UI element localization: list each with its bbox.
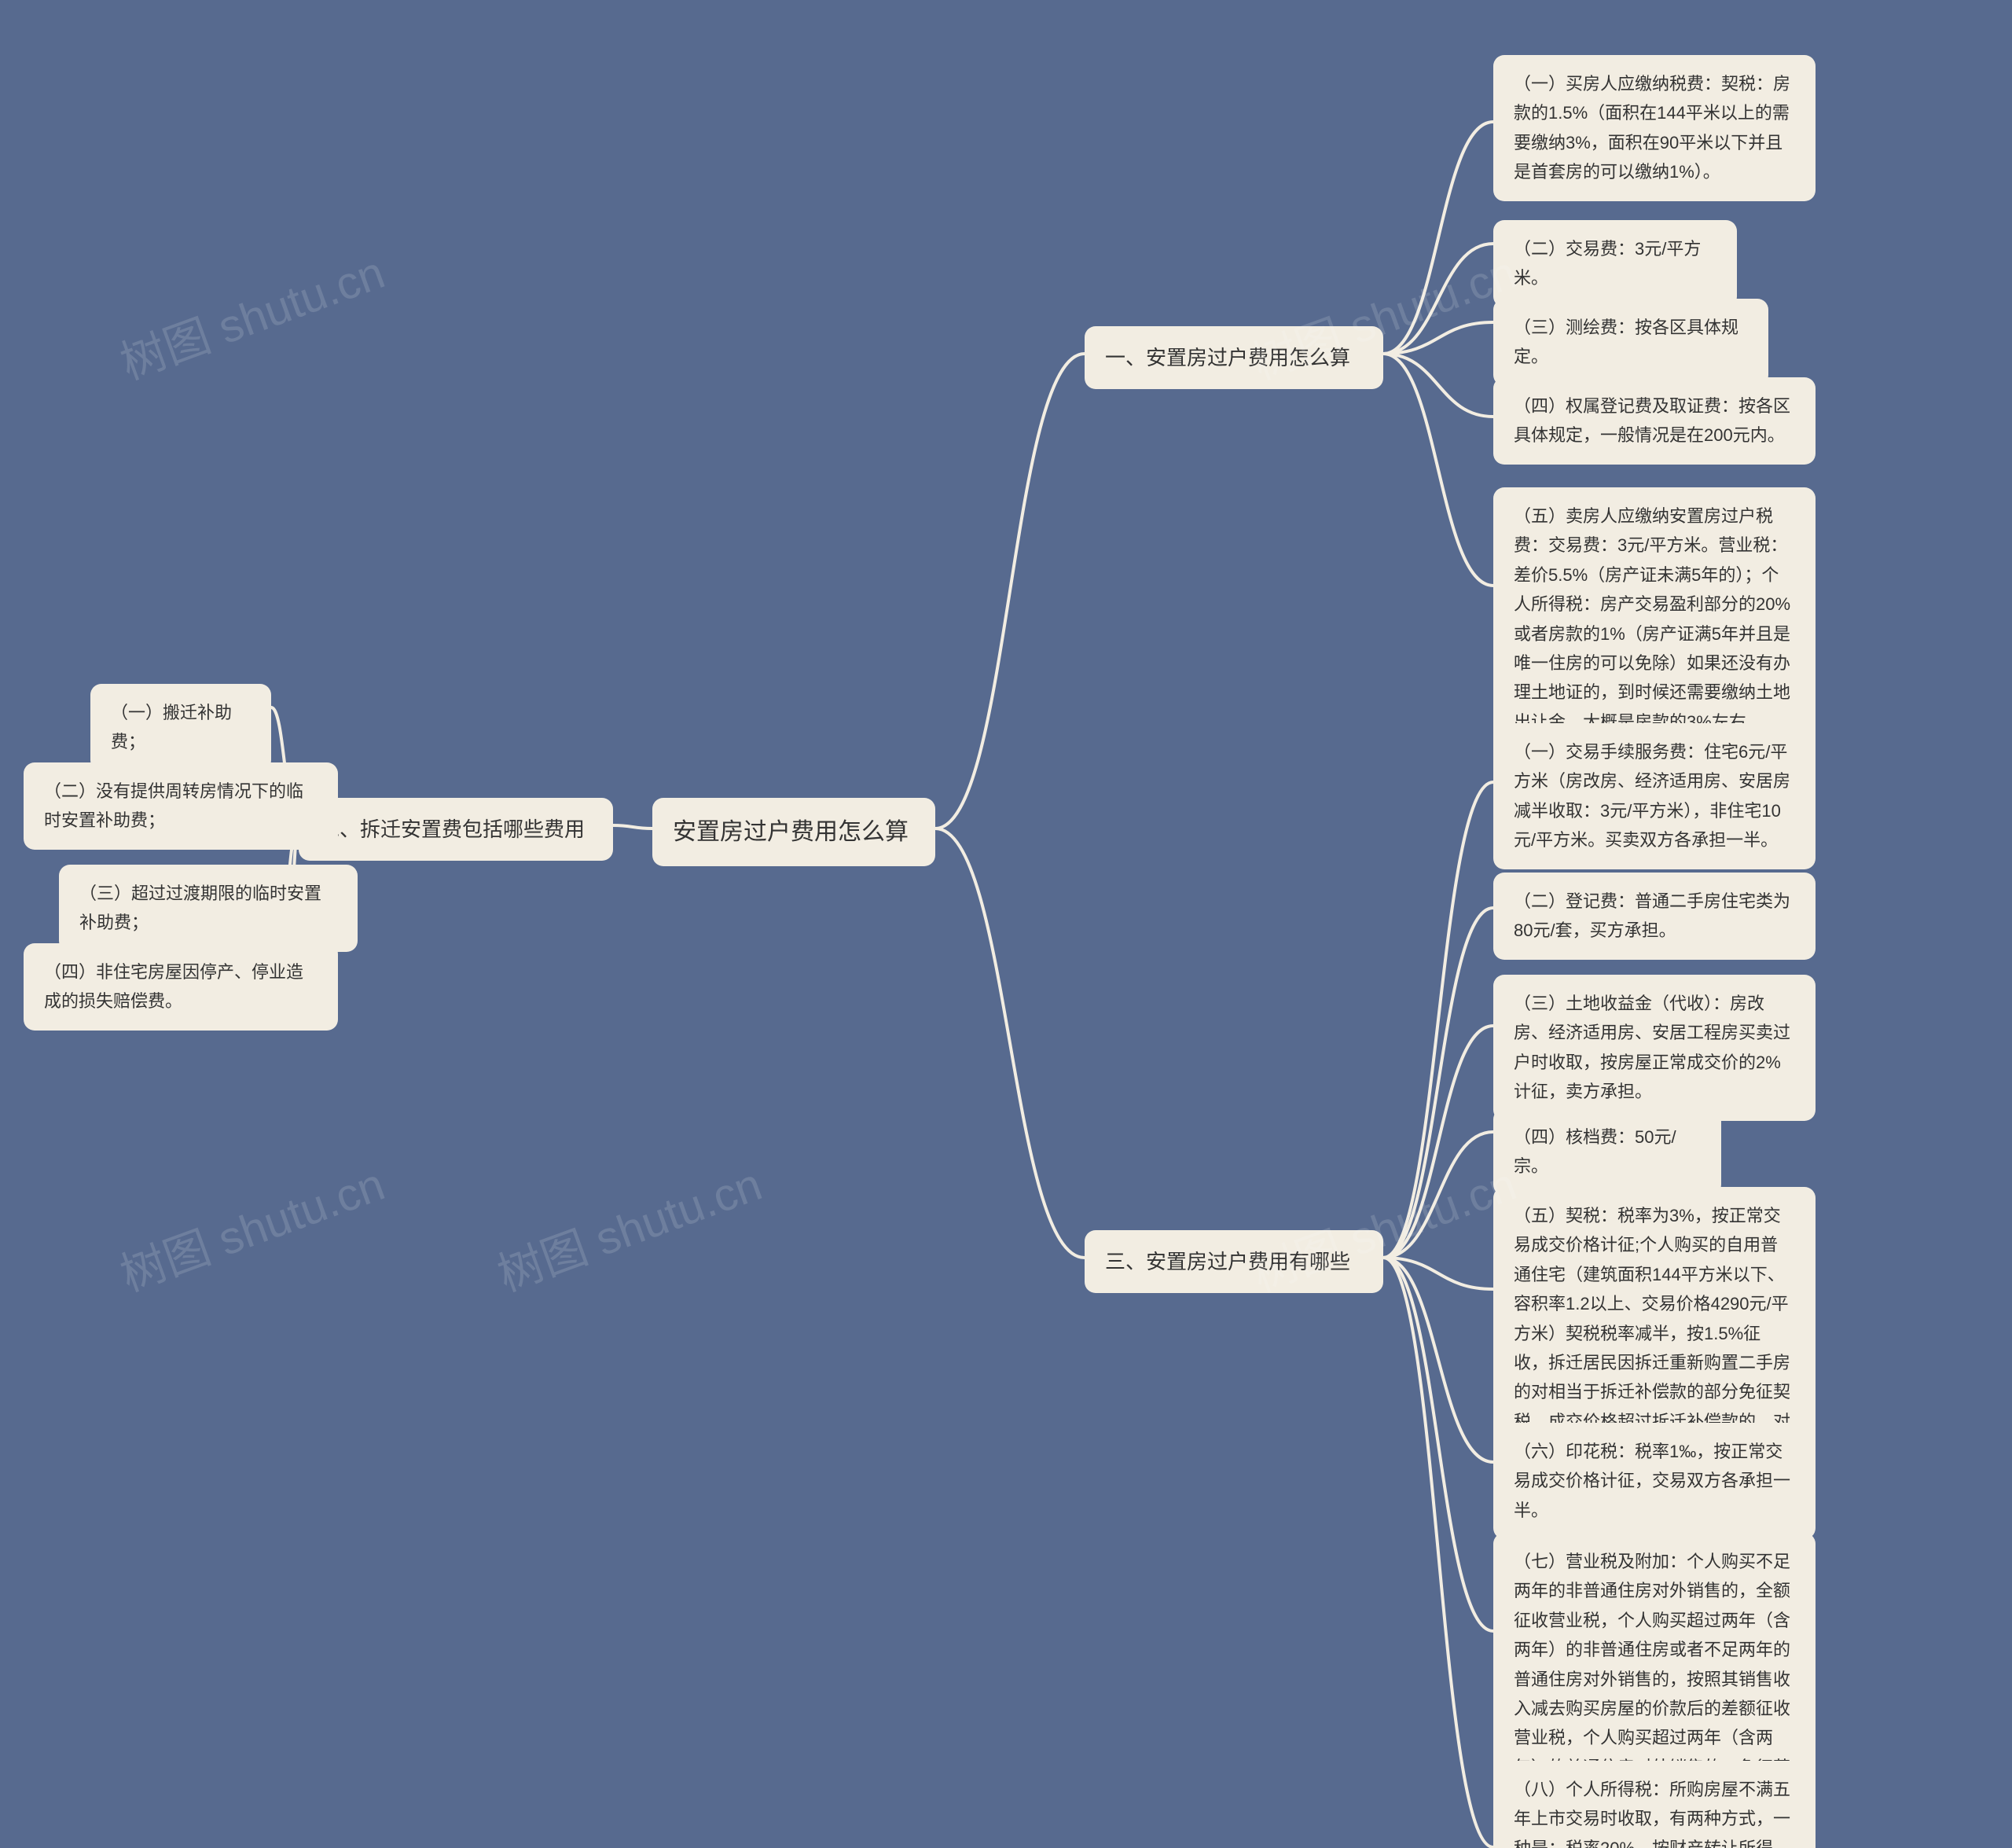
leaf-b1l3: （三）测绘费：按各区具体规定。 — [1493, 299, 1768, 386]
leaf-b2l3-label: （三）超过过渡期限的临时安置补助费； — [79, 879, 337, 938]
edge — [1383, 322, 1493, 354]
edge — [1383, 1258, 1493, 1289]
edge — [1383, 782, 1493, 1258]
edge — [1383, 1258, 1493, 1631]
leaf-b3l1: （一）交易手续服务费：住宅6元/平方米（房改房、经济适用房、安居房减半收取：3元… — [1493, 723, 1816, 869]
edge — [1383, 1258, 1493, 1847]
leaf-b2l4: （四）非住宅房屋因停产、停业造成的损失赔偿费。 — [24, 943, 338, 1031]
leaf-b1l5: （五）卖房人应缴纳安置房过户税费：交易费：3元/平方米。营业税：差价5.5%（房… — [1493, 487, 1816, 751]
watermark: 树图 shutu.cn — [110, 236, 392, 392]
mindmap-canvas: 安置房过户费用怎么算 一、安置房过户费用怎么算 （一）买房人应缴纳税费：契税：房款的… — [0, 0, 2012, 1848]
leaf-b1l5-label: （五）卖房人应缴纳安置房过户税费：交易费：3元/平方米。营业税：差价5.5%（房… — [1514, 501, 1795, 737]
leaf-b1l3-label: （三）测绘费：按各区具体规定。 — [1514, 313, 1748, 372]
leaf-b2l1-label: （一）搬迁补助费； — [111, 698, 251, 757]
leaf-b2l2: （二）没有提供周转房情况下的临时安置补助费； — [24, 762, 338, 850]
edge — [613, 825, 652, 828]
leaf-b3l3-label: （三）土地收益金（代收）：房改房、经济适用房、安居工程房买卖过户时收取，按房屋正… — [1514, 989, 1795, 1107]
leaf-b3l2: （二）登记费：普通二手房住宅类为80元/套，买方承担。 — [1493, 873, 1816, 960]
watermark: 树图 shutu.cn — [487, 1148, 769, 1304]
leaf-b1l4: （四）权属登记费及取证费：按各区具体规定，一般情况是在200元内。 — [1493, 377, 1816, 465]
edge — [1383, 1026, 1493, 1258]
leaf-b2l4-label: （四）非住宅房屋因停产、停业造成的损失赔偿费。 — [44, 957, 318, 1016]
root-node-label: 安置房过户费用怎么算 — [673, 812, 909, 852]
leaf-b3l4-label: （四）核档费：50元/宗。 — [1514, 1122, 1701, 1181]
leaf-b2l3: （三）超过过渡期限的临时安置补助费； — [59, 865, 358, 952]
branch-b2-label: 二、拆迁安置费包括哪些费用 — [319, 812, 585, 847]
edge — [1383, 1258, 1493, 1462]
branch-b3: 三、安置房过户费用有哪些 — [1085, 1230, 1383, 1293]
leaf-b3l6: （六）印花税：税率1‰，按正常交易成交价格计征，交易双方各承担一半。 — [1493, 1423, 1816, 1539]
edge — [1383, 354, 1493, 417]
root-node: 安置房过户费用怎么算 — [652, 798, 935, 866]
leaf-b1l2-label: （二）交易费：3元/平方米。 — [1514, 234, 1716, 293]
leaf-b2l2-label: （二）没有提供周转房情况下的临时安置补助费； — [44, 777, 318, 836]
edge — [1383, 122, 1493, 354]
leaf-b3l8: （八）个人所得税：所购房屋不满五年上市交易时收取，有两种方式，一种是：税率20%… — [1493, 1761, 1816, 1848]
watermark: 树图 shutu.cn — [110, 1148, 392, 1304]
leaf-b3l1-label: （一）交易手续服务费：住宅6元/平方米（房改房、经济适用房、安居房减半收取：3元… — [1514, 737, 1795, 855]
edge — [1383, 354, 1493, 586]
leaf-b3l2-label: （二）登记费：普通二手房住宅类为80元/套，买方承担。 — [1514, 887, 1795, 946]
branch-b1-label: 一、安置房过户费用怎么算 — [1105, 340, 1350, 375]
edge — [935, 354, 1085, 828]
branch-b1: 一、安置房过户费用怎么算 — [1085, 326, 1383, 389]
leaf-b3l3: （三）土地收益金（代收）：房改房、经济适用房、安居工程房买卖过户时收取，按房屋正… — [1493, 975, 1816, 1121]
branch-b2: 二、拆迁安置费包括哪些费用 — [299, 798, 613, 861]
edge — [1383, 908, 1493, 1258]
edge — [935, 828, 1085, 1258]
edge — [1383, 1132, 1493, 1258]
leaf-b1l1-label: （一）买房人应缴纳税费：契税：房款的1.5%（面积在144平米以上的需要缴纳3%… — [1514, 69, 1795, 187]
leaf-b2l1: （一）搬迁补助费； — [90, 684, 271, 771]
edge — [1383, 244, 1493, 354]
leaf-b1l2: （二）交易费：3元/平方米。 — [1493, 220, 1737, 307]
leaf-b3l4: （四）核档费：50元/宗。 — [1493, 1108, 1721, 1196]
branch-b3-label: 三、安置房过户费用有哪些 — [1105, 1244, 1350, 1279]
leaf-b1l4-label: （四）权属登记费及取证费：按各区具体规定，一般情况是在200元内。 — [1514, 391, 1795, 450]
leaf-b1l1: （一）买房人应缴纳税费：契税：房款的1.5%（面积在144平米以上的需要缴纳3%… — [1493, 55, 1816, 201]
leaf-b3l8-label: （八）个人所得税：所购房屋不满五年上市交易时收取，有两种方式，一种是：税率20%… — [1514, 1775, 1795, 1848]
leaf-b3l6-label: （六）印花税：税率1‰，按正常交易成交价格计征，交易双方各承担一半。 — [1514, 1437, 1795, 1525]
